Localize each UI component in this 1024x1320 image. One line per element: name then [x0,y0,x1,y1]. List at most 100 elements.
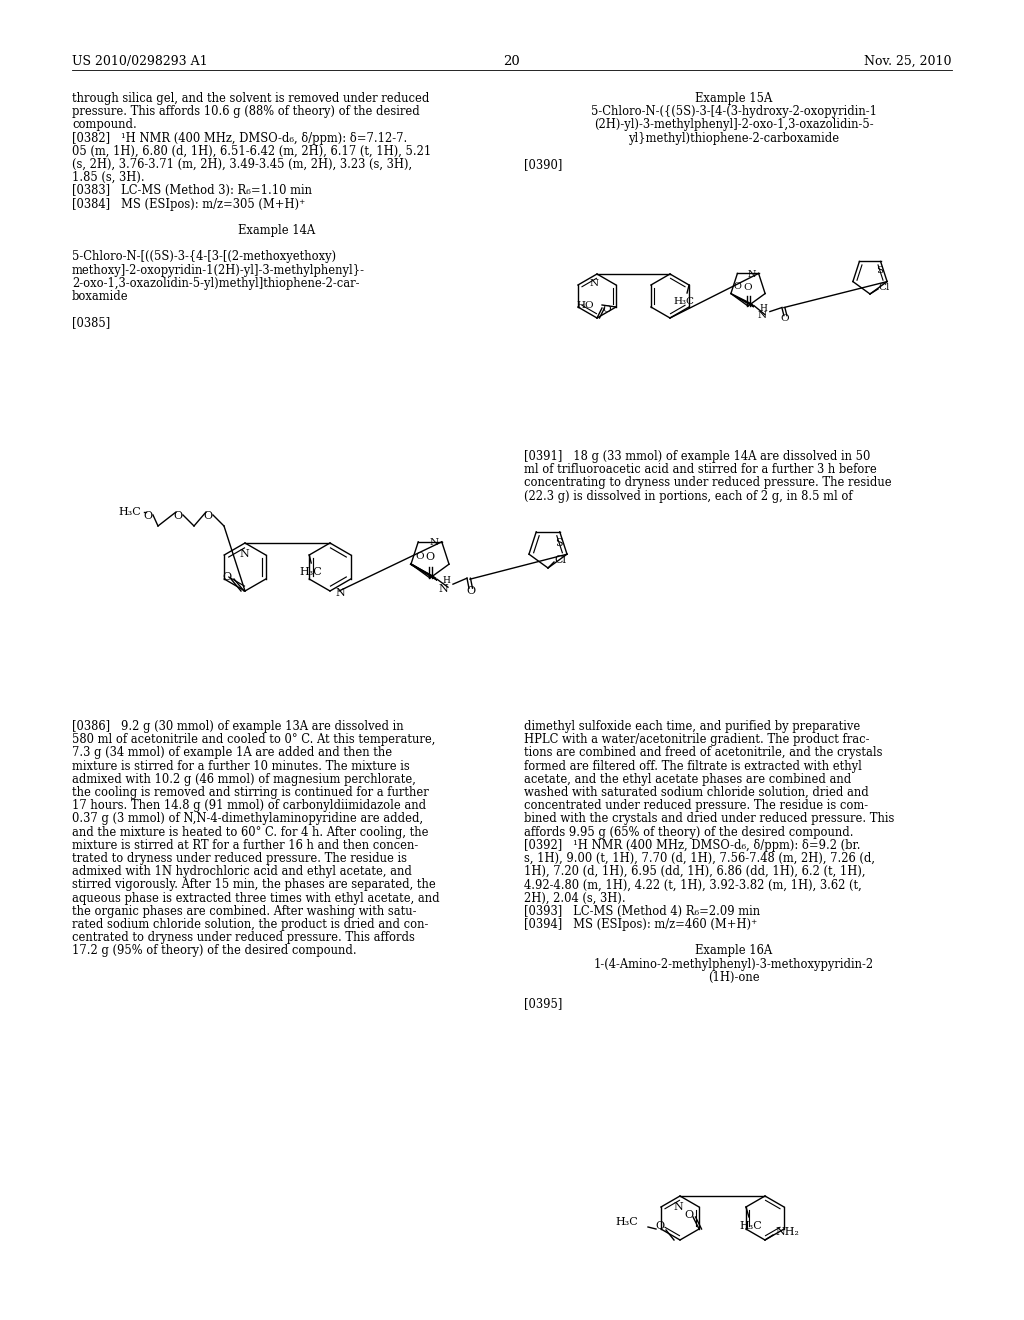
Text: H: H [760,304,768,313]
Text: (22.3 g) is dissolved in portions, each of 2 g, in 8.5 ml of: (22.3 g) is dissolved in portions, each … [524,490,853,503]
Text: (2H)-yl)-3-methylphenyl]-2-oxo-1,3-oxazolidin-5-: (2H)-yl)-3-methylphenyl]-2-oxo-1,3-oxazo… [594,119,873,132]
Text: yl}methyl)thiophene-2-carboxamide: yl}methyl)thiophene-2-carboxamide [629,132,840,145]
Text: O: O [466,586,475,597]
Text: and the mixture is heated to 60° C. for 4 h. After cooling, the: and the mixture is heated to 60° C. for … [72,825,428,838]
Text: admixed with 10.2 g (46 mmol) of magnesium perchlorate,: admixed with 10.2 g (46 mmol) of magnesi… [72,772,416,785]
Text: H: H [442,576,450,585]
Text: compound.: compound. [72,119,137,132]
Text: 0.37 g (3 mmol) of N,N-4-dimethylaminopyridine are added,: 0.37 g (3 mmol) of N,N-4-dimethylaminopy… [72,812,423,825]
Text: O: O [173,511,182,521]
Text: 1-(4-Amino-2-methylphenyl)-3-methoxypyridin-2: 1-(4-Amino-2-methylphenyl)-3-methoxypyri… [594,957,874,970]
Text: formed are filtered off. The filtrate is extracted with ethyl: formed are filtered off. The filtrate is… [524,759,862,772]
Text: the organic phases are combined. After washing with satu-: the organic phases are combined. After w… [72,904,417,917]
Text: Example 14A: Example 14A [239,224,315,238]
Text: O: O [415,552,424,561]
Text: O: O [222,572,231,582]
Text: S: S [555,537,562,548]
Text: O: O [425,552,434,562]
Text: H₃C: H₃C [674,297,694,306]
Text: H₃C: H₃C [615,1217,638,1228]
Text: [0394]   MS (ESIpos): m/z=460 (M+H)⁺: [0394] MS (ESIpos): m/z=460 (M+H)⁺ [524,917,758,931]
Text: N: N [590,279,599,288]
Text: 05 (m, 1H), 6.80 (d, 1H), 6.51-6.42 (m, 2H), 6.17 (t, 1H), 5.21: 05 (m, 1H), 6.80 (d, 1H), 6.51-6.42 (m, … [72,145,431,158]
Text: ml of trifluoroacetic acid and stirred for a further 3 h before: ml of trifluoroacetic acid and stirred f… [524,463,877,477]
Text: mixture is stirred at RT for a further 16 h and then concen-: mixture is stirred at RT for a further 1… [72,838,418,851]
Text: HPLC with a water/acetonitrile gradient. The product frac-: HPLC with a water/acetonitrile gradient.… [524,733,869,746]
Text: H₃C: H₃C [739,1221,762,1232]
Text: methoxy]-2-oxopyridin-1(2H)-yl]-3-methylphenyl}-: methoxy]-2-oxopyridin-1(2H)-yl]-3-methyl… [72,264,365,277]
Text: bined with the crystals and dried under reduced pressure. This: bined with the crystals and dried under … [524,812,894,825]
Text: admixed with 1N hydrochloric acid and ethyl acetate, and: admixed with 1N hydrochloric acid and et… [72,865,412,878]
Text: centrated to dryness under reduced pressure. This affords: centrated to dryness under reduced press… [72,931,415,944]
Text: the cooling is removed and stirring is continued for a further: the cooling is removed and stirring is c… [72,785,429,799]
Text: O: O [780,314,790,323]
Text: 17 hours. Then 14.8 g (91 mmol) of carbonyldiimidazole and: 17 hours. Then 14.8 g (91 mmol) of carbo… [72,799,426,812]
Text: pressure. This affords 10.6 g (88% of theory) of the desired: pressure. This affords 10.6 g (88% of th… [72,106,420,119]
Text: [0390]: [0390] [524,158,562,172]
Text: rated sodium chloride solution, the product is dried and con-: rated sodium chloride solution, the prod… [72,917,428,931]
Text: [0392]   ¹H NMR (400 MHz, DMSO-d₆, δ/ppm): δ=9.2 (br.: [0392] ¹H NMR (400 MHz, DMSO-d₆, δ/ppm):… [524,838,860,851]
Text: 580 ml of acetonitrile and cooled to 0° C. At this temperature,: 580 ml of acetonitrile and cooled to 0° … [72,733,435,746]
Text: S: S [876,267,883,276]
Text: O: O [734,281,741,290]
Text: N: N [430,539,438,548]
Text: 1H), 7.20 (d, 1H), 6.95 (dd, 1H), 6.86 (dd, 1H), 6.2 (t, 1H),: 1H), 7.20 (d, 1H), 6.95 (dd, 1H), 6.86 (… [524,865,865,878]
Text: concentrating to dryness under reduced pressure. The residue: concentrating to dryness under reduced p… [524,477,892,490]
Text: 1.85 (s, 3H).: 1.85 (s, 3H). [72,172,144,185]
Text: O: O [603,305,611,314]
Text: 2H), 2.04 (s, 3H).: 2H), 2.04 (s, 3H). [524,891,626,904]
Text: 7.3 g (34 mmol) of example 1A are added and then the: 7.3 g (34 mmol) of example 1A are added … [72,746,392,759]
Text: mixture is stirred for a further 10 minutes. The mixture is: mixture is stirred for a further 10 minu… [72,759,410,772]
Text: 2-oxo-1,3-oxazolidin-5-yl)methyl]thiophene-2-car-: 2-oxo-1,3-oxazolidin-5-yl)methyl]thiophe… [72,277,359,290]
Text: boxamide: boxamide [72,290,129,304]
Text: concentrated under reduced pressure. The residue is com-: concentrated under reduced pressure. The… [524,799,868,812]
Text: dimethyl sulfoxide each time, and purified by preparative: dimethyl sulfoxide each time, and purifi… [524,719,860,733]
Text: 20: 20 [504,55,520,69]
Polygon shape [411,564,437,581]
Text: tions are combined and freed of acetonitrile, and the crystals: tions are combined and freed of acetonit… [524,746,883,759]
Text: Example 16A: Example 16A [695,944,772,957]
Text: affords 9.95 g (65% of theory) of the desired compound.: affords 9.95 g (65% of theory) of the de… [524,825,853,838]
Text: N: N [240,549,249,558]
Text: stirred vigorously. After 15 min, the phases are separated, the: stirred vigorously. After 15 min, the ph… [72,878,436,891]
Text: 4.92-4.80 (m, 1H), 4.22 (t, 1H), 3.92-3.82 (m, 1H), 3.62 (t,: 4.92-4.80 (m, 1H), 4.22 (t, 1H), 3.92-3.… [524,878,862,891]
Text: N: N [758,312,766,319]
Text: 5-Chloro-N-({(5S)-3-[4-(3-hydroxy-2-oxopyridin-1: 5-Chloro-N-({(5S)-3-[4-(3-hydroxy-2-oxop… [591,106,877,119]
Text: s, 1H), 9.00 (t, 1H), 7.70 (d, 1H), 7.56-7.48 (m, 2H), 7.26 (d,: s, 1H), 9.00 (t, 1H), 7.70 (d, 1H), 7.56… [524,851,874,865]
Text: O: O [143,511,153,521]
Text: (1H)-one: (1H)-one [709,970,760,983]
Text: [0395]: [0395] [524,997,562,1010]
Text: trated to dryness under reduced pressure. The residue is: trated to dryness under reduced pressure… [72,851,407,865]
Text: 17.2 g (95% of theory) of the desired compound.: 17.2 g (95% of theory) of the desired co… [72,944,356,957]
Text: Example 15A: Example 15A [695,92,773,106]
Text: N: N [438,585,447,594]
Text: aqueous phase is extracted three times with ethyl acetate, and: aqueous phase is extracted three times w… [72,891,439,904]
Text: [0382]   ¹H NMR (400 MHz, DMSO-d₆, δ/ppm): δ=7.12-7.: [0382] ¹H NMR (400 MHz, DMSO-d₆, δ/ppm):… [72,132,408,145]
Text: Cl: Cl [554,554,566,565]
Text: O: O [684,1210,693,1220]
Text: Nov. 25, 2010: Nov. 25, 2010 [864,55,952,69]
Text: O: O [743,282,753,292]
Text: (s, 2H), 3.76-3.71 (m, 2H), 3.49-3.45 (m, 2H), 3.23 (s, 3H),: (s, 2H), 3.76-3.71 (m, 2H), 3.49-3.45 (m… [72,158,412,172]
Text: N: N [673,1203,683,1212]
Polygon shape [731,293,754,308]
Text: O: O [655,1221,665,1232]
Text: through silica gel, and the solvent is removed under reduced: through silica gel, and the solvent is r… [72,92,429,106]
Text: washed with saturated sodium chloride solution, dried and: washed with saturated sodium chloride so… [524,785,868,799]
Text: O: O [204,511,213,521]
Text: [0391]   18 g (33 mmol) of example 14A are dissolved in 50: [0391] 18 g (33 mmol) of example 14A are… [524,450,870,463]
Text: 5-Chloro-N-[((5S)-3-{4-[3-[(2-methoxyethoxy): 5-Chloro-N-[((5S)-3-{4-[3-[(2-methoxyeth… [72,251,336,264]
Text: [0393]   LC-MS (Method 4) R₆=2.09 min: [0393] LC-MS (Method 4) R₆=2.09 min [524,904,760,917]
Text: N: N [748,269,756,279]
Text: [0384]   MS (ESIpos): m/z=305 (M+H)⁺: [0384] MS (ESIpos): m/z=305 (M+H)⁺ [72,198,305,211]
Text: [0385]: [0385] [72,317,111,330]
Text: NH₂: NH₂ [775,1228,799,1237]
Text: [0383]   LC-MS (Method 3): R₆=1.10 min: [0383] LC-MS (Method 3): R₆=1.10 min [72,185,312,198]
Text: US 2010/0298293 A1: US 2010/0298293 A1 [72,55,208,69]
Text: [0386]   9.2 g (30 mmol) of example 13A are dissolved in: [0386] 9.2 g (30 mmol) of example 13A ar… [72,719,403,733]
Text: H₃C: H₃C [119,507,141,517]
Text: H₃C: H₃C [300,568,323,577]
Text: N: N [335,587,345,598]
Text: acetate, and the ethyl acetate phases are combined and: acetate, and the ethyl acetate phases ar… [524,772,851,785]
Text: HO: HO [577,301,594,309]
